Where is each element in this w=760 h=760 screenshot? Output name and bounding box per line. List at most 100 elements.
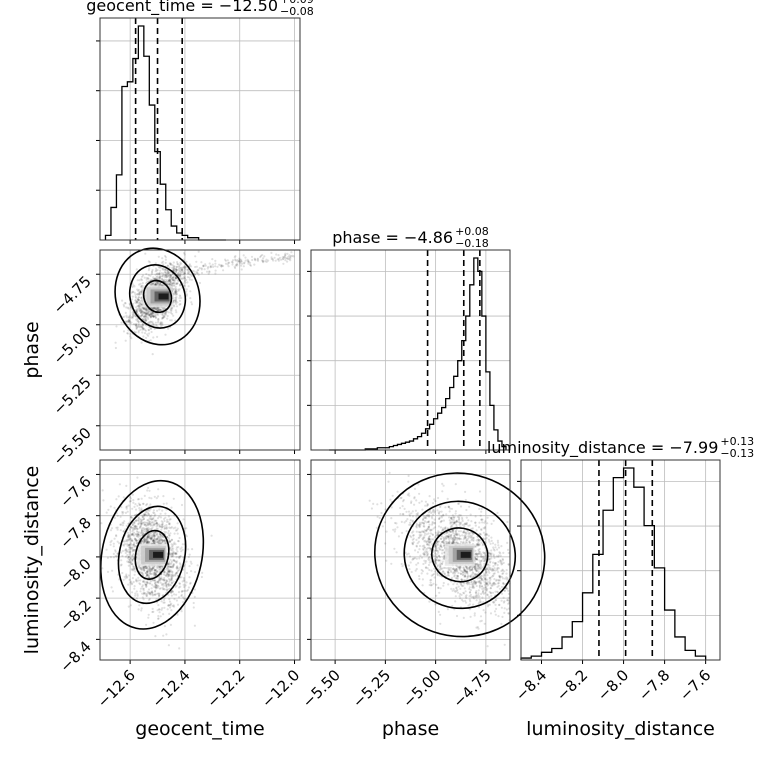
sample-point xyxy=(163,270,166,273)
sample-point xyxy=(144,308,147,311)
sample-point xyxy=(135,309,138,312)
sample-point xyxy=(140,607,143,610)
sample-point xyxy=(158,277,161,280)
sample-point xyxy=(118,542,121,545)
sample-point xyxy=(442,544,445,547)
sample-point xyxy=(459,530,462,533)
sample-point xyxy=(139,314,142,317)
sample-point xyxy=(141,310,144,313)
sample-point xyxy=(428,583,431,587)
sample-point xyxy=(435,558,438,562)
sample-point xyxy=(139,583,142,586)
sample-point xyxy=(100,522,103,525)
sample-point xyxy=(122,543,125,546)
sample-point xyxy=(150,283,153,286)
sample-point xyxy=(156,609,159,612)
sample-point xyxy=(121,524,124,527)
sample-point xyxy=(174,585,177,589)
sample-point xyxy=(142,528,145,531)
sample-point xyxy=(156,586,159,589)
sample-point xyxy=(489,612,493,615)
sample-point xyxy=(147,613,150,616)
sample-point xyxy=(187,555,190,559)
sample-point xyxy=(166,281,169,284)
sample-point xyxy=(495,562,498,565)
sample-point xyxy=(172,604,175,607)
sample-point xyxy=(461,519,464,523)
sample-point xyxy=(154,314,157,317)
sample-point xyxy=(143,328,146,331)
sample-point xyxy=(171,266,174,269)
sample-point xyxy=(464,541,467,544)
sample-point xyxy=(390,562,393,565)
sample-point xyxy=(170,569,173,572)
sample-point xyxy=(270,257,273,260)
sample-point xyxy=(160,272,163,275)
sample-point xyxy=(140,314,143,317)
sample-point xyxy=(161,312,164,316)
sample-point xyxy=(169,623,172,627)
sample-point xyxy=(144,317,147,320)
sample-point xyxy=(164,274,168,277)
sample-point xyxy=(178,284,182,287)
sample-point xyxy=(480,592,483,596)
sample-point xyxy=(140,303,143,306)
sample-point xyxy=(125,316,129,319)
sample-point xyxy=(128,537,131,540)
sample-point xyxy=(141,328,144,331)
sample-point xyxy=(368,499,371,502)
sample-point xyxy=(168,274,171,277)
sample-point xyxy=(469,591,472,594)
sample-point xyxy=(172,299,175,302)
sample-point xyxy=(132,501,135,504)
sample-point xyxy=(222,264,225,268)
sample-point xyxy=(151,607,154,611)
sample-point xyxy=(158,508,161,511)
sample-point xyxy=(438,591,441,594)
sample-point xyxy=(392,528,395,531)
sample-point xyxy=(464,498,467,502)
sample-point xyxy=(185,581,188,584)
sample-point xyxy=(148,332,151,335)
density-cell xyxy=(153,551,164,558)
sample-point xyxy=(164,333,167,336)
sample-point xyxy=(139,579,142,582)
sample-point xyxy=(180,503,184,507)
sample-point xyxy=(151,322,154,325)
sample-point xyxy=(171,277,174,281)
sample-point xyxy=(180,296,183,300)
sample-point xyxy=(127,320,130,323)
sample-point xyxy=(173,293,176,296)
sample-point xyxy=(119,515,122,518)
sample-point xyxy=(427,563,431,567)
sample-point xyxy=(112,542,115,545)
sample-point xyxy=(173,593,176,596)
sample-point xyxy=(473,612,476,615)
sample-point xyxy=(162,634,165,637)
sample-point xyxy=(158,523,161,526)
sample-point xyxy=(385,530,388,533)
sample-point xyxy=(136,498,140,501)
sample-point xyxy=(395,551,398,554)
sample-point xyxy=(152,324,155,327)
sample-point xyxy=(119,564,123,567)
sample-point xyxy=(241,262,244,265)
sample-point xyxy=(200,261,203,264)
sample-point xyxy=(106,570,110,574)
sample-point xyxy=(388,471,391,474)
sample-point xyxy=(128,528,131,531)
sample-point xyxy=(169,307,173,310)
sample-point xyxy=(459,505,463,508)
sample-point xyxy=(188,576,191,579)
sample-point xyxy=(168,598,171,601)
sample-point xyxy=(428,561,431,564)
sample-point xyxy=(233,256,236,259)
sample-point xyxy=(473,614,476,617)
sample-point xyxy=(424,500,427,503)
sample-point xyxy=(128,320,131,323)
sample-point xyxy=(149,503,152,506)
sample-point xyxy=(176,613,179,616)
sample-point xyxy=(120,559,123,562)
sample-point xyxy=(139,325,142,328)
sample-point xyxy=(436,542,439,545)
